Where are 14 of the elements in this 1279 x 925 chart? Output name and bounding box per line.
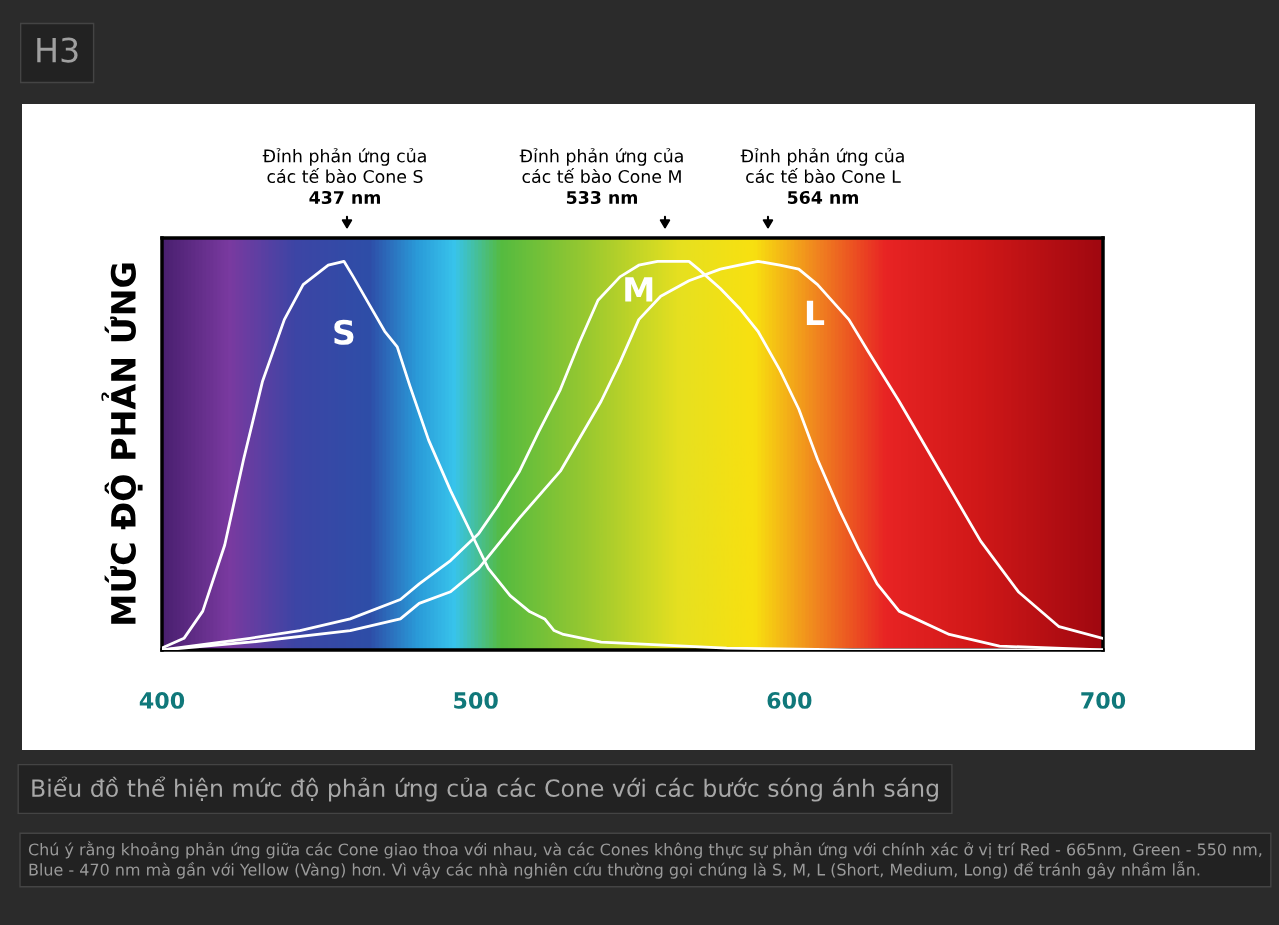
text: Đỉnh phản ứng của các tế bào Cone M 533 nm (519, 148, 683, 205)
text: Đỉnh phản ứng của các tế bào Cone L 564 nm (740, 148, 904, 205)
text: Biểu đồ thể hiện mức độ phản ứng của các Cone với các bước sóng ánh sáng (32, 776, 938, 802)
x-tick-label: 500 (454, 692, 498, 709)
series-label: S (334, 319, 354, 345)
x-tick-label: 600 (767, 692, 812, 709)
text: H3 (37, 37, 78, 63)
x-tick-label: 700 (1081, 692, 1126, 709)
y-axis-title: MỨC ĐỘ PHẢN ỨNG (101, 263, 143, 624)
series-label: M (625, 277, 653, 302)
x-tick-label: 400 (139, 692, 185, 709)
text: Chú ý rằng khoảng phản ứng giữa các Cone giao thoa với nhau, và các Cones không thực sự phản ứng với chính xác ở vị trí Red - 665nm, Green - 550 nm, Blue - 470 nm mà gần với Yellow (Vàng) hơn. Vì vậy các nhà nghiên cứu thường gọi chúng là S, M, L (Short, Medium, Long) để tránh gây nhầm lẫn. (28, 841, 1262, 879)
text: Đỉnh phản ứng của các tế bào Cone S 437 nm (262, 148, 426, 205)
series-label: L (806, 300, 825, 325)
